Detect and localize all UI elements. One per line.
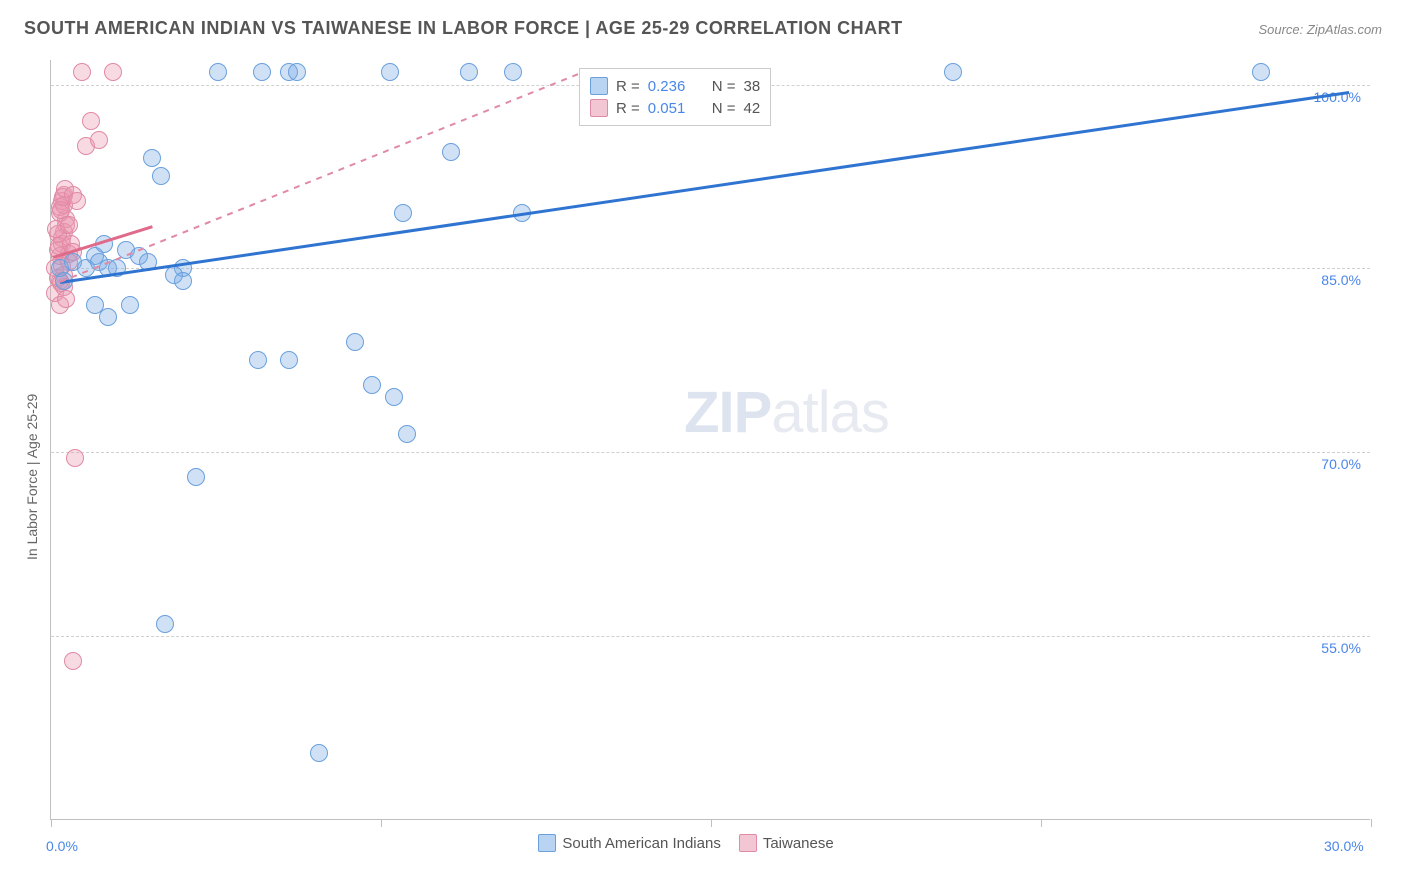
y-tick-label: 70.0%: [1301, 456, 1361, 472]
scatter-point-sai: [310, 744, 328, 762]
scatter-point-sai: [363, 376, 381, 394]
scatter-point-sai: [143, 149, 161, 167]
scatter-point-sai: [174, 272, 192, 290]
legend-swatch-blue: [590, 77, 608, 95]
scatter-point-sai: [346, 333, 364, 351]
legend-swatch-pink: [739, 834, 757, 852]
watermark-atlas: atlas: [771, 380, 889, 445]
scatter-point-taiwanese: [64, 652, 82, 670]
y-axis-label: In Labor Force | Age 25-29: [24, 394, 40, 560]
scatter-point-sai: [504, 63, 522, 81]
scatter-point-sai: [398, 425, 416, 443]
scatter-point-sai: [156, 615, 174, 633]
legend-item: South American Indians: [538, 834, 720, 852]
stats-r-label: R =: [616, 100, 640, 117]
scatter-point-sai: [1252, 63, 1270, 81]
stats-n-label: N =: [712, 100, 736, 117]
gridline-h: [51, 452, 1370, 453]
scatter-point-sai: [249, 351, 267, 369]
scatter-point-sai: [121, 296, 139, 314]
x-tick: [1041, 819, 1042, 827]
scatter-point-sai: [187, 468, 205, 486]
gridline-h: [51, 636, 1370, 637]
scatter-point-sai: [944, 63, 962, 81]
scatter-point-taiwanese: [90, 131, 108, 149]
legend-label: Taiwanese: [763, 835, 834, 852]
x-tick: [1371, 819, 1372, 827]
trend-line-dashed: [60, 72, 580, 282]
scatter-point-sai: [385, 388, 403, 406]
scatter-point-taiwanese: [73, 63, 91, 81]
x-tick-label-min: 0.0%: [46, 838, 78, 854]
x-tick-label-max: 30.0%: [1324, 838, 1364, 854]
scatter-point-taiwanese: [66, 449, 84, 467]
stats-box: R = 0.236 N = 38 R = 0.051 N = 42: [579, 68, 771, 126]
scatter-point-sai: [288, 63, 306, 81]
bottom-legend: South American Indians Taiwanese: [538, 834, 833, 852]
legend-label: South American Indians: [562, 835, 720, 852]
stats-r-value: 0.236: [648, 78, 696, 95]
stats-row: R = 0.051 N = 42: [590, 97, 760, 119]
stats-n-value: 38: [744, 78, 761, 95]
scatter-point-taiwanese: [68, 192, 86, 210]
scatter-point-taiwanese: [82, 112, 100, 130]
x-tick: [711, 819, 712, 827]
stats-n-value: 42: [744, 100, 761, 117]
source-label: Source: ZipAtlas.com: [1258, 22, 1382, 37]
scatter-point-taiwanese: [104, 63, 122, 81]
scatter-point-sai: [253, 63, 271, 81]
watermark-zip: ZIP: [684, 380, 771, 445]
scatter-point-sai: [442, 143, 460, 161]
stats-r-label: R =: [616, 78, 640, 95]
x-tick: [51, 819, 52, 827]
scatter-point-sai: [394, 204, 412, 222]
scatter-point-taiwanese: [60, 216, 78, 234]
scatter-plot: ZIPatlas 100.0%85.0%70.0%55.0%R =0.236N …: [50, 60, 1370, 820]
y-tick-label: 85.0%: [1301, 272, 1361, 288]
y-tick-label: 55.0%: [1301, 640, 1361, 656]
scatter-point-sai: [152, 167, 170, 185]
stats-row: R = 0.236 N = 38: [590, 75, 760, 97]
stats-n-label: N =: [712, 78, 736, 95]
chart-title: SOUTH AMERICAN INDIAN VS TAIWANESE IN LA…: [24, 18, 903, 39]
stats-r-value: 0.051: [648, 100, 696, 117]
x-tick: [381, 819, 382, 827]
scatter-point-sai: [209, 63, 227, 81]
legend-item: Taiwanese: [739, 834, 834, 852]
scatter-point-sai: [381, 63, 399, 81]
legend-swatch-blue: [538, 834, 556, 852]
watermark: ZIPatlas: [684, 379, 889, 446]
scatter-point-sai: [280, 351, 298, 369]
gridline-h: [51, 268, 1370, 269]
scatter-point-sai: [99, 308, 117, 326]
scatter-point-taiwanese: [57, 290, 75, 308]
legend-swatch-pink: [590, 99, 608, 117]
scatter-point-sai: [460, 63, 478, 81]
